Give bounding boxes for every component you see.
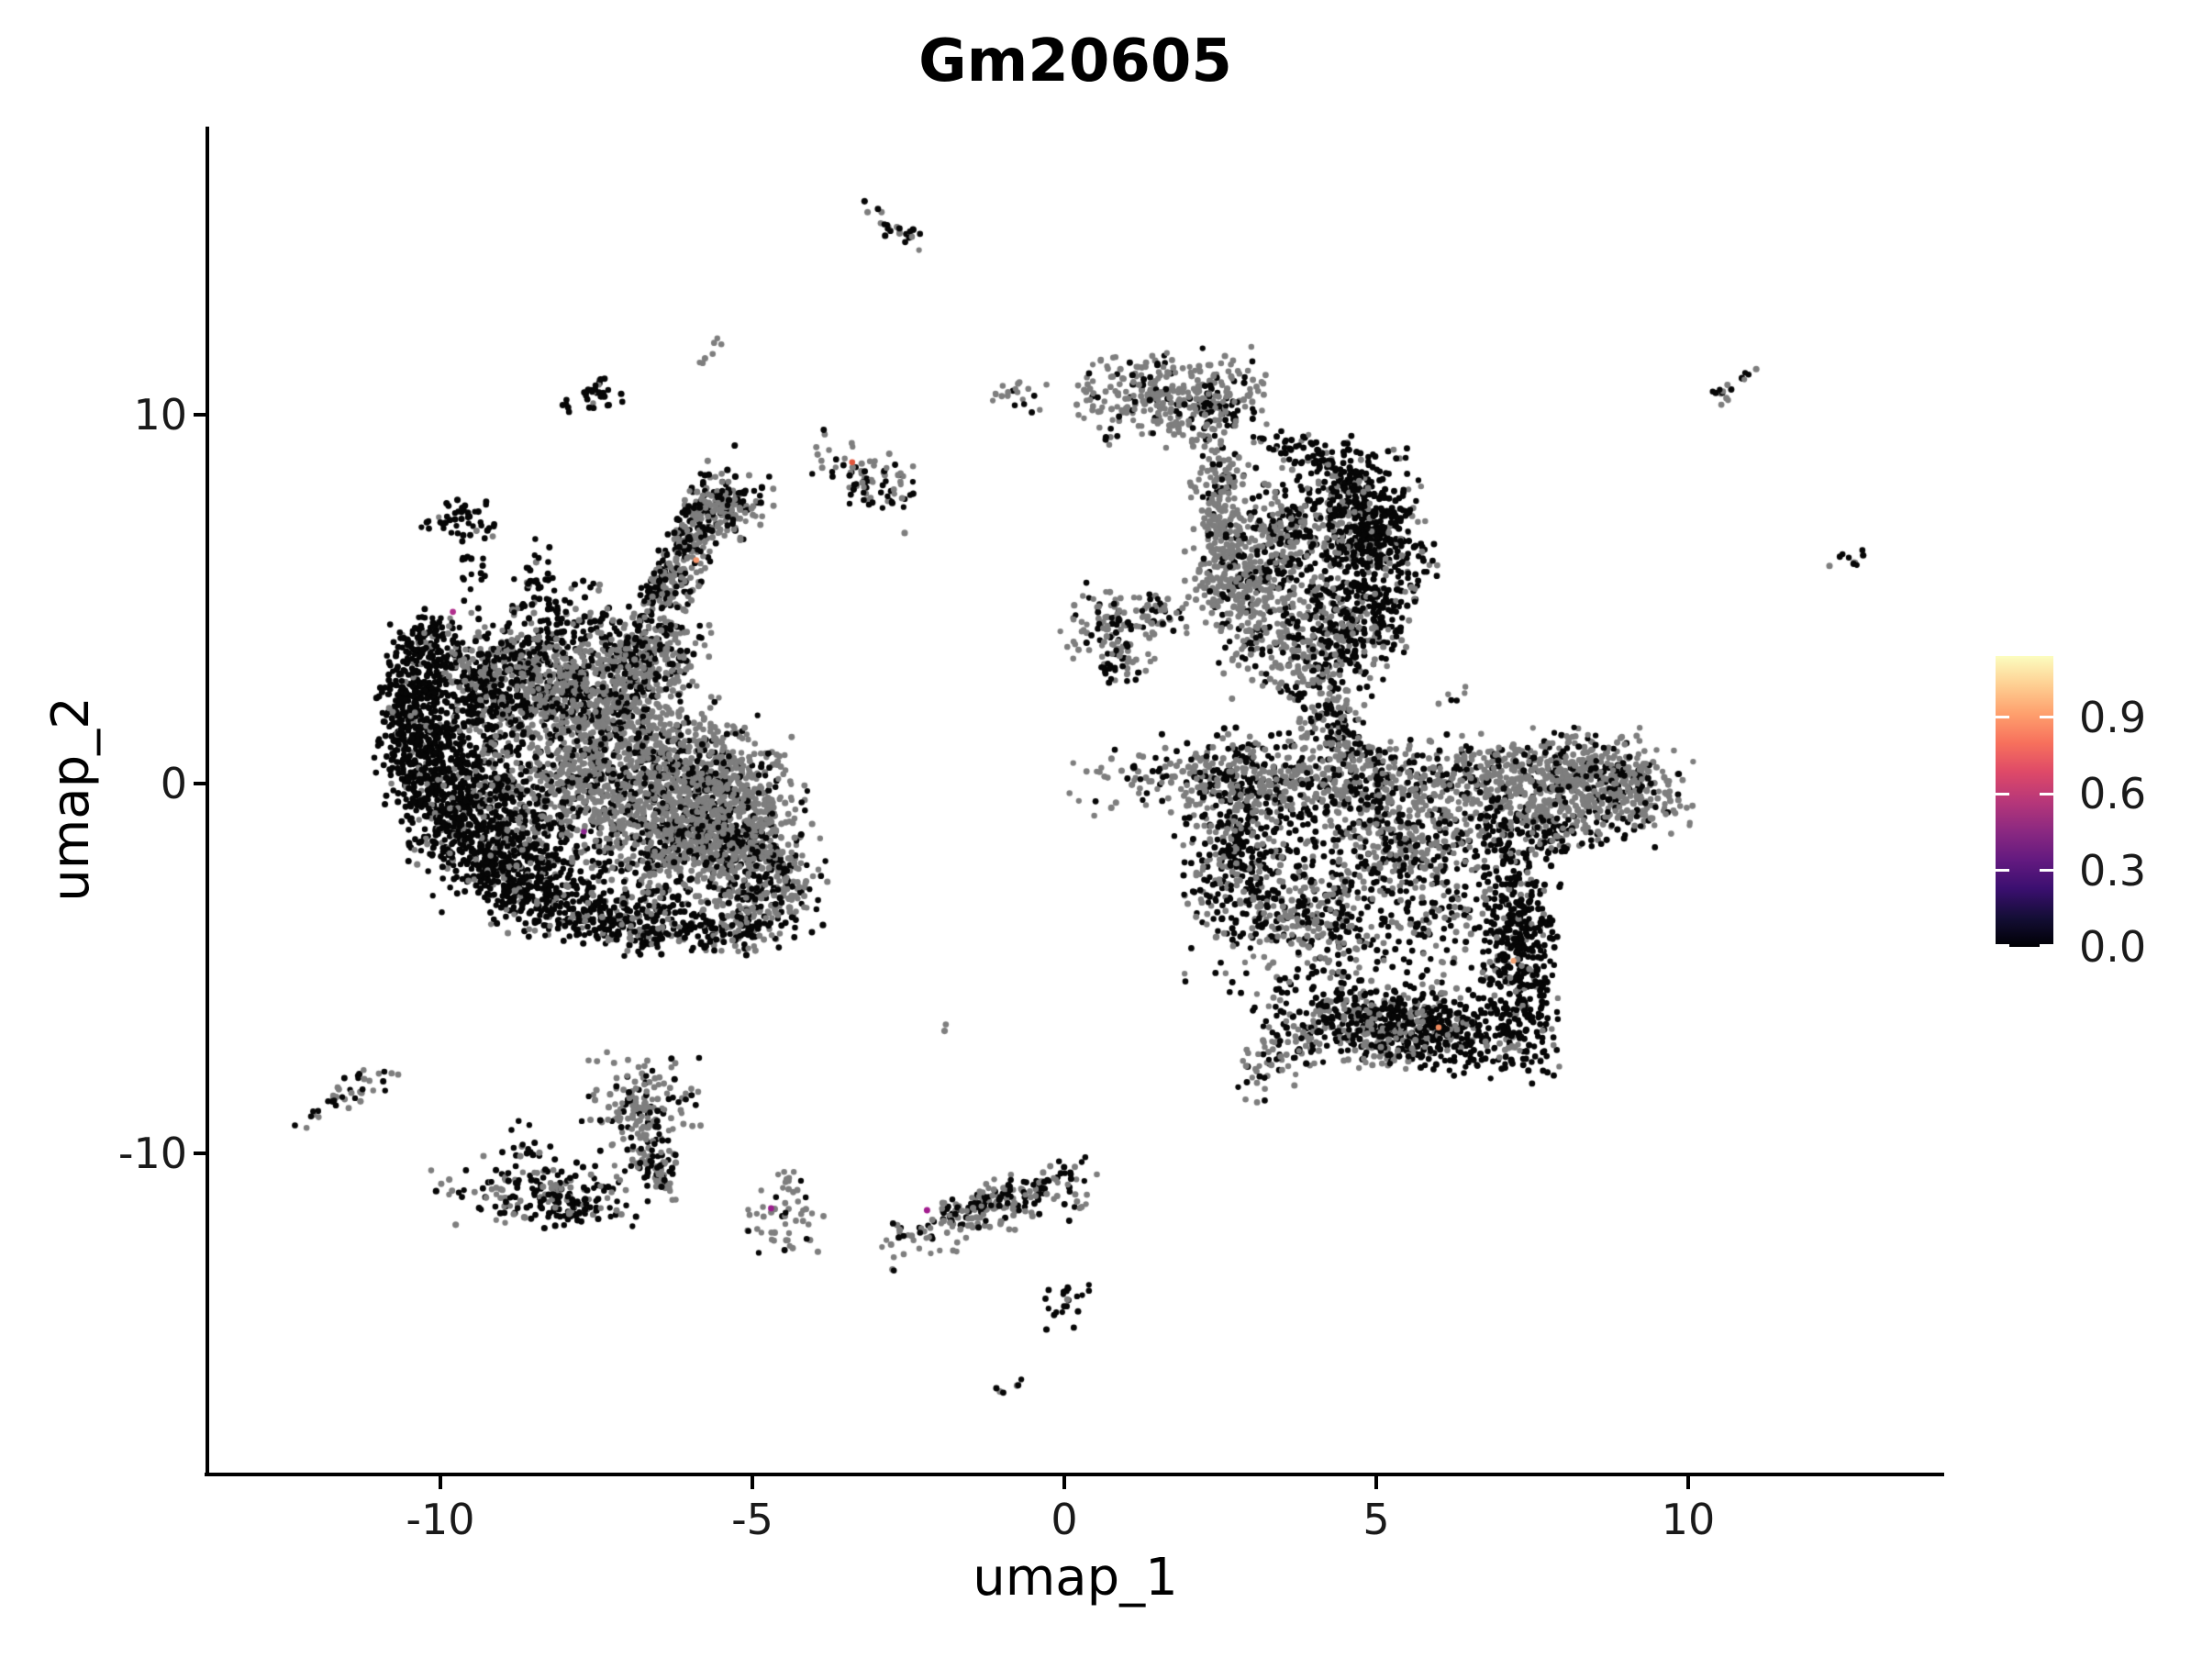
x-tick-mark — [1062, 1476, 1066, 1489]
x-tick-mark — [1686, 1476, 1690, 1489]
colorbar-tick-mark — [1996, 869, 2009, 873]
colorbar-tick-mark — [2040, 944, 2053, 947]
colorbar-tick-label: 0.3 — [2079, 845, 2147, 896]
colorbar-gradient — [1996, 656, 2053, 947]
y-tick-mark — [194, 412, 206, 417]
colorbar-tick-mark — [1996, 944, 2009, 947]
colorbar-tick-label: 0.0 — [2079, 922, 2147, 972]
colorbar-tick-mark — [2040, 716, 2053, 719]
colorbar-legend — [1996, 656, 2053, 947]
colorbar-tick-label: 0.9 — [2079, 692, 2147, 742]
y-axis-title: umap_2 — [41, 696, 101, 902]
colorbar-tick-label: 0.6 — [2079, 769, 2147, 819]
y-tick-mark — [194, 782, 206, 785]
colorbar-tick-mark — [1996, 792, 2009, 795]
x-tick-label: -5 — [731, 1495, 773, 1544]
x-tick-label: 5 — [1362, 1495, 1390, 1544]
x-axis-title: umap_1 — [973, 1548, 1178, 1608]
x-tick-label: 10 — [1661, 1495, 1716, 1544]
y-tick-label: 0 — [160, 759, 187, 808]
x-tick-label: 0 — [1051, 1495, 1078, 1544]
plot-title: Gm20605 — [918, 28, 1232, 95]
x-tick-label: -10 — [406, 1495, 475, 1544]
x-axis-line — [205, 1473, 1944, 1476]
x-tick-mark — [1374, 1476, 1378, 1489]
y-axis-line — [206, 127, 209, 1476]
x-tick-mark — [751, 1476, 754, 1489]
colorbar-tick-mark — [2040, 792, 2053, 795]
x-tick-mark — [439, 1476, 442, 1489]
colorbar-tick-mark — [1996, 716, 2009, 719]
y-tick-mark — [194, 1151, 206, 1155]
colorbar-tick-mark — [2040, 869, 2053, 873]
y-tick-label: 10 — [133, 389, 187, 439]
y-tick-label: -10 — [117, 1128, 187, 1178]
